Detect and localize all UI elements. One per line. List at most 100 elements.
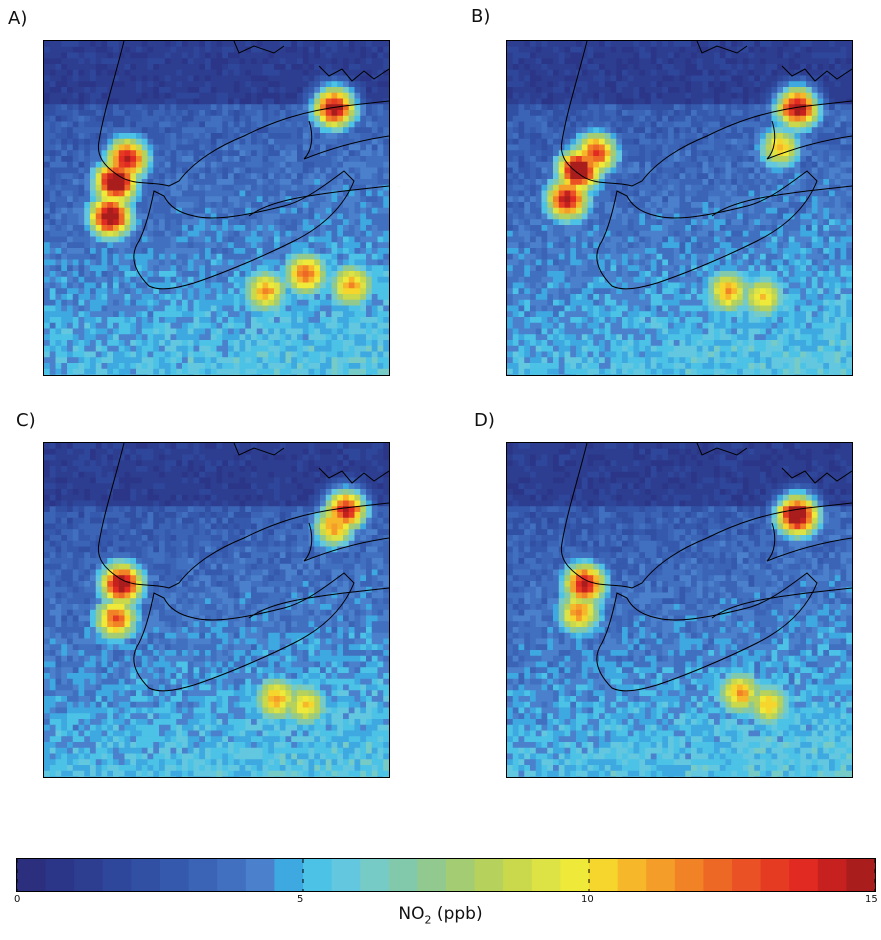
heatmap-cell <box>783 52 790 59</box>
heatmap-cell <box>314 161 321 168</box>
heatmap-cell <box>95 115 102 122</box>
heatmap-cell <box>147 230 154 237</box>
heatmap-cell <box>67 317 74 324</box>
heatmap-cell <box>679 92 686 99</box>
heatmap-cell <box>216 110 223 117</box>
heatmap-cell <box>731 46 738 53</box>
heatmap-cell <box>251 110 258 117</box>
heatmap-cell <box>337 52 344 59</box>
heatmap-cell <box>383 368 389 375</box>
heatmap-cell <box>524 75 531 82</box>
heatmap-cell <box>325 219 332 226</box>
heatmap-cell <box>147 276 154 283</box>
heatmap-cell <box>616 69 623 76</box>
heatmap-cell <box>49 334 56 341</box>
heatmap-cell <box>742 150 749 157</box>
heatmap-cell <box>78 368 85 375</box>
heatmap-cell <box>256 46 263 53</box>
heatmap-cell <box>558 110 565 117</box>
heatmap-cell <box>61 265 68 272</box>
heatmap-cell <box>829 92 836 99</box>
heatmap-cell <box>153 150 160 157</box>
heatmap-cell <box>354 69 361 76</box>
heatmap-cell <box>325 75 332 82</box>
heatmap-cell <box>101 207 108 214</box>
heatmap-cell <box>547 156 554 163</box>
heatmap-cell <box>256 144 263 151</box>
heatmap-cell <box>331 288 338 295</box>
heatmap-cell <box>383 81 389 88</box>
heatmap-cell <box>268 161 275 168</box>
heatmap-cell <box>524 87 531 94</box>
heatmap-cell <box>222 253 229 260</box>
heatmap-cell <box>570 161 577 168</box>
heatmap-cell <box>656 75 663 82</box>
heatmap-cell <box>182 196 189 203</box>
heatmap-cell <box>101 46 108 53</box>
heatmap-cell <box>518 52 525 59</box>
heatmap-cell <box>731 104 738 111</box>
heatmap-cell <box>159 69 166 76</box>
heatmap-cell <box>737 92 744 99</box>
heatmap-cell <box>627 121 634 128</box>
heatmap-cell <box>107 253 114 260</box>
heatmap-cell <box>800 46 807 53</box>
heatmap-cell <box>136 167 143 174</box>
heatmap-cell <box>176 317 183 324</box>
heatmap-cell <box>656 115 663 122</box>
heatmap-cell <box>308 276 315 283</box>
heatmap-cell <box>320 322 327 329</box>
heatmap-cell <box>354 271 361 278</box>
heatmap-cell <box>512 110 519 117</box>
heatmap-cell <box>343 190 350 197</box>
heatmap-cell <box>228 104 235 111</box>
heatmap-cell <box>268 64 275 71</box>
heatmap-cell <box>49 179 56 186</box>
heatmap-cell <box>222 213 229 220</box>
heatmap-cell <box>153 299 160 306</box>
heatmap-cell <box>49 351 56 358</box>
heatmap-cell <box>817 173 824 180</box>
heatmap-cell <box>331 230 338 237</box>
heatmap-cell <box>256 328 263 335</box>
heatmap-cell <box>343 334 350 341</box>
heatmap-cell <box>685 64 692 71</box>
heatmap-cell <box>176 276 183 283</box>
heatmap-cell <box>90 282 97 289</box>
heatmap-cell <box>216 225 223 232</box>
heatmap-cell <box>124 219 131 226</box>
heatmap-cell <box>846 156 852 163</box>
heatmap-cell <box>67 282 74 289</box>
heatmap-cell <box>811 58 818 65</box>
heatmap-cell <box>714 144 721 151</box>
heatmap-cell <box>302 219 309 226</box>
heatmap-cell <box>101 167 108 174</box>
heatmap-cell <box>182 202 189 209</box>
heatmap-cell <box>383 104 389 111</box>
heatmap-cell <box>78 213 85 220</box>
heatmap-cell <box>639 64 646 71</box>
heatmap-cell <box>564 127 571 134</box>
heatmap-cell <box>49 236 56 243</box>
heatmap-cell <box>107 242 114 249</box>
heatmap-cell <box>147 294 154 301</box>
heatmap-cell <box>84 64 91 71</box>
heatmap-cell <box>147 248 154 255</box>
heatmap-cell <box>205 58 212 65</box>
heatmap-cell <box>320 104 327 111</box>
heatmap-cell <box>170 299 177 306</box>
heatmap-cell <box>291 161 298 168</box>
heatmap-cell <box>90 248 97 255</box>
heatmap-cell <box>101 271 108 278</box>
heatmap-cell <box>187 213 194 220</box>
heatmap-cell <box>193 167 200 174</box>
heatmap-cell <box>118 75 125 82</box>
heatmap-cell <box>794 133 801 140</box>
heatmap-cell <box>251 368 258 375</box>
heatmap-cell <box>377 357 384 364</box>
heatmap-cell <box>136 138 143 145</box>
heatmap-cell <box>256 299 263 306</box>
heatmap-cell <box>377 133 384 140</box>
heatmap-cell <box>55 144 62 151</box>
heatmap-cell <box>360 242 367 249</box>
